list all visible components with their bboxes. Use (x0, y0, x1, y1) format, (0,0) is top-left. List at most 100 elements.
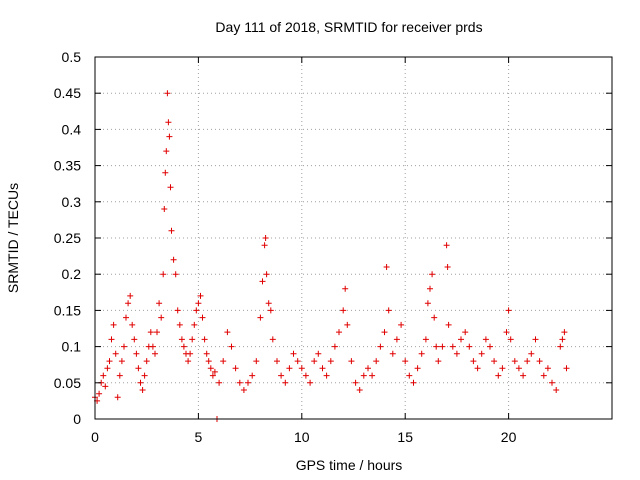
data-point (178, 336, 185, 343)
data-point (422, 336, 429, 343)
data-point (319, 365, 326, 372)
data-point (236, 379, 243, 386)
data-point (180, 343, 187, 350)
x-tick-label: 0 (91, 429, 99, 445)
y-axis-label: SRMTID / TECUs (5, 183, 21, 293)
data-point (445, 321, 452, 328)
data-point (156, 300, 163, 307)
data-point (174, 307, 181, 314)
x-tick-label: 15 (397, 429, 413, 445)
data-point (163, 148, 170, 155)
data-point (458, 336, 464, 343)
data-point (290, 350, 297, 357)
data-point (106, 358, 113, 365)
data-point (507, 336, 514, 343)
data-point (414, 365, 421, 372)
data-point (342, 285, 349, 292)
data-point (373, 358, 380, 365)
data-point (286, 365, 293, 372)
data-point (249, 372, 256, 379)
data-point (149, 343, 156, 350)
data-point (263, 271, 270, 278)
data-point (253, 358, 260, 365)
data-point (307, 379, 314, 386)
y-tick-label: 0.05 (54, 375, 81, 391)
y-tick-label: 0.45 (54, 85, 81, 101)
data-point (427, 285, 433, 292)
data-point (127, 292, 134, 299)
x-axis-label: GPS time / hours (296, 457, 403, 473)
data-point (424, 300, 431, 307)
data-point (429, 271, 436, 278)
data-point (205, 358, 212, 365)
data-point (161, 206, 168, 212)
data-point (443, 242, 450, 249)
data-point (172, 271, 179, 278)
data-point (524, 358, 531, 365)
data-point (418, 350, 425, 357)
data-point (96, 390, 103, 397)
data-point (203, 350, 210, 357)
data-point (265, 300, 272, 307)
data-point (245, 379, 251, 386)
data-point (269, 336, 276, 343)
data-point (563, 365, 570, 372)
data-point (294, 358, 301, 365)
data-point (118, 358, 125, 365)
y-tick-label: 0.5 (62, 49, 82, 65)
data-point (137, 379, 144, 386)
data-point (143, 358, 150, 365)
data-point (108, 336, 115, 343)
data-point (147, 329, 154, 336)
data-point (154, 329, 160, 336)
data-point (487, 343, 493, 350)
data-point (191, 321, 198, 328)
data-point (369, 372, 376, 379)
data-point (158, 314, 165, 321)
data-point (164, 90, 171, 97)
data-point (561, 329, 568, 336)
data-point (331, 343, 338, 350)
data-point (557, 343, 564, 350)
data-point (511, 358, 518, 365)
data-point (298, 365, 305, 372)
data-point (220, 358, 227, 365)
data-point (207, 365, 214, 372)
data-point (135, 365, 142, 372)
data-point (398, 321, 405, 328)
data-point (261, 242, 268, 249)
data-point (185, 358, 192, 365)
data-point (228, 343, 235, 350)
data-point (389, 350, 396, 357)
data-point (505, 307, 512, 314)
data-point (152, 350, 158, 357)
data-point (199, 314, 206, 321)
data-point (141, 372, 148, 379)
data-point (166, 133, 173, 140)
data-point (168, 227, 175, 234)
data-point (528, 350, 535, 357)
data-point (536, 358, 543, 365)
data-point (160, 271, 167, 278)
data-point (336, 329, 342, 336)
data-point (170, 256, 177, 263)
data-point (406, 372, 413, 379)
data-point (302, 372, 309, 379)
data-point (402, 358, 409, 365)
data-point (197, 292, 204, 299)
data-point (383, 264, 390, 270)
data-point (491, 358, 498, 365)
data-point (356, 387, 363, 393)
data-point (431, 314, 438, 321)
data-point (503, 329, 510, 336)
data-point (433, 343, 440, 350)
data-point (520, 372, 527, 379)
data-point (544, 365, 551, 372)
data-point (360, 372, 367, 379)
data-point (257, 314, 264, 321)
data-point (540, 372, 547, 379)
data-point (453, 350, 460, 357)
data-point (133, 350, 140, 357)
data-point (470, 358, 477, 365)
data-point (131, 336, 138, 343)
